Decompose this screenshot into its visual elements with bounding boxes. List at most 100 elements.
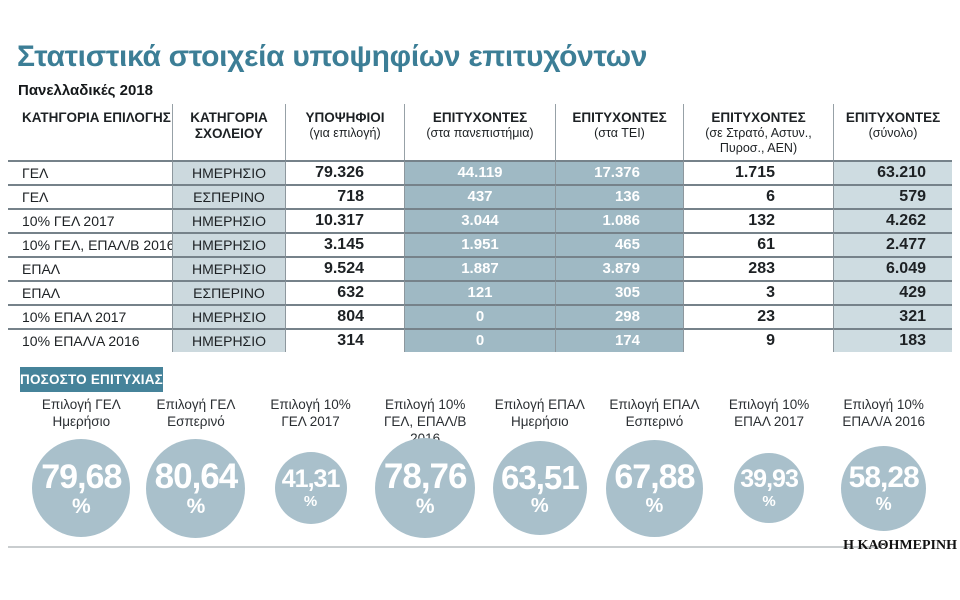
table-cell-r4-c2: 9.524 [285,256,404,280]
table-cell-r0-c5: 1.715 [683,160,833,184]
table-cell-r0-c0: ΓΕΛ [8,160,172,184]
success-item-label: Επιλογή 10% ΕΠΑΛ/Α 2016 [842,397,925,429]
percent-sign: % [71,494,91,518]
table-cell-r4-c5: 283 [683,256,833,280]
table-cell-r3-c0: 10% ΓΕΛ, ΕΠΑΛ/Β 2016 [8,232,172,256]
column-header-4: ΕΠΙΤΥΧΟΝΤΕΣ (στα ΤΕΙ) [555,104,683,160]
success-item-label: Επιλογή ΕΠΑΛ Εσπερινό [609,397,700,429]
table-cell-r4-c0: ΕΠΑΛ [8,256,172,280]
success-item-3: Επιλογή 10% ΓΕΛ, ΕΠΑΛ/Β 201678,76% [368,396,483,542]
percent-sign: % [875,494,892,514]
success-circle: 39,93% [734,453,805,523]
table-cell-r0-c3: 44.119 [404,160,555,184]
column-header-title: ΕΠΙΤΥΧΟΝΤΕΣ [432,110,528,125]
table-cell-r3-c3: 1.951 [404,232,555,256]
table-cell-r6-c6: 321 [833,304,952,328]
success-value: 58,28 [848,461,920,494]
table-cell-r2-c5: 132 [683,208,833,232]
success-item-2: Επιλογή 10% ΓΕΛ 2017 41,31% [253,396,368,542]
table-cell-r3-c2: 3.145 [285,232,404,256]
table-cell-r2-c2: 10.317 [285,208,404,232]
table-cell-r5-c3: 121 [404,280,555,304]
table-cell-r7-c0: 10% ΕΠΑΛ/Α 2016 [8,328,172,352]
success-value: 79,68 [41,457,122,496]
percent-sign: % [762,493,776,510]
success-value: 78,76 [383,457,468,496]
success-circle-area: 67,88% [605,434,703,542]
table-cell-r5-c4: 305 [555,280,683,304]
success-item-label: Επιλογή ΓΕΛ Εσπερινό [156,397,236,429]
table-cell-r6-c5: 23 [683,304,833,328]
table-cell-r3-c4: 465 [555,232,683,256]
success-circle: 41,31% [274,452,347,524]
table-cell-r1-c2: 718 [285,184,404,208]
table-cell-r6-c1: ΗΜΕΡΗΣΙΟ [172,304,285,328]
column-header-title: ΚΑΤΗΓΟΡΙΑ ΣΧΟΛΕΙΟΥ [190,110,268,141]
table-cell-r0-c2: 79.326 [285,160,404,184]
percent-sign: % [645,495,664,517]
table-cell-r5-c5: 3 [683,280,833,304]
footer-divider [8,546,882,548]
success-item-label: Επιλογή ΕΠΑΛ Ημερήσιο [494,397,585,429]
table-cell-r6-c3: 0 [404,304,555,328]
success-circle: 58,28% [841,445,927,531]
table-cell-r3-c1: ΗΜΕΡΗΣΙΟ [172,232,285,256]
success-value: 39,93 [740,465,799,493]
percent-sign: % [303,493,318,510]
success-circle: 78,76% [375,438,476,538]
column-header-1: ΚΑΤΗΓΟΡΙΑ ΣΧΟΛΕΙΟΥ [172,104,285,160]
column-header-title: ΕΠΙΤΥΧΟΝΤΕΣ [711,110,806,125]
table-cell-r0-c4: 17.376 [555,160,683,184]
column-header-0: ΚΑΤΗΓΟΡΙΑ ΕΠΙΛΟΓΗΣ [8,104,172,160]
success-item-label: Επιλογή 10% ΕΠΑΛ 2017 [728,397,810,429]
column-header-sub: (στα πανεπιστήμια) [426,126,534,140]
table-cell-r1-c1: ΕΣΠΕΡΙΝΟ [172,184,285,208]
page-subtitle: Πανελλαδικές 2018 [18,82,153,99]
table-cell-r2-c0: 10% ΓΕΛ 2017 [8,208,172,232]
success-circle: 63,51% [492,441,587,535]
table-cell-r7-c4: 174 [555,328,683,352]
table-cell-r4-c6: 6.049 [833,256,952,280]
success-item-0: Επιλογή ΓΕΛ Ημερήσιο 79,68% [24,396,139,542]
table-cell-r1-c3: 437 [404,184,555,208]
table-cell-r5-c1: ΕΣΠΕΡΙΝΟ [172,280,285,304]
table-cell-r2-c1: ΗΜΕΡΗΣΙΟ [172,208,285,232]
stats-table: ΚΑΤΗΓΟΡΙΑ ΕΠΙΛΟΓΗΣ ΚΑΤΗΓΟΡΙΑ ΣΧΟΛΕΙΟΥ ΥΠΟΨ… [8,104,952,352]
success-item-1: Επιλογή ΓΕΛ Εσπερινό 80,64% [139,396,254,542]
success-item-7: Επιλογή 10% ΕΠΑΛ/Α 2016 58,28% [826,396,941,542]
column-header-sub: (σύνολο) [868,126,918,140]
success-item-label: Επιλογή 10% ΓΕΛ 2017 [270,397,351,429]
success-circle-area: 79,68% [32,434,131,542]
success-item-label: Επιλογή ΓΕΛ Ημερήσιο [41,397,121,429]
table-cell-r4-c1: ΗΜΕΡΗΣΙΟ [172,256,285,280]
success-circle: 67,88% [605,439,703,537]
success-circle: 79,68% [32,439,131,537]
table-cell-r6-c4: 298 [555,304,683,328]
success-circle-area: 63,51% [492,434,587,542]
success-item-label: Επιλογή 10% ΓΕΛ, ΕΠΑΛ/Β 2016 [383,397,467,446]
column-header-title: ΕΠΙΤΥΧΟΝΤΕΣ [572,110,667,125]
success-item-4: Επιλογή ΕΠΑΛ Ημερήσιο 63,51% [483,396,598,542]
table-cell-r0-c1: ΗΜΕΡΗΣΙΟ [172,160,285,184]
table-cell-r6-c0: 10% ΕΠΑΛ 2017 [8,304,172,328]
table-cell-r4-c3: 1.887 [404,256,555,280]
column-header-title: ΚΑΤΗΓΟΡΙΑ ΕΠΙΛΟΓΗΣ [22,110,171,125]
table-cell-r3-c5: 61 [683,232,833,256]
table-cell-r6-c2: 804 [285,304,404,328]
table-cell-r0-c6: 63.210 [833,160,952,184]
column-header-sub: (για επιλογή) [309,126,381,140]
column-header-3: ΕΠΙΤΥΧΟΝΤΕΣ (στα πανεπιστήμια) [404,104,555,160]
table-cell-r3-c6: 2.477 [833,232,952,256]
column-header-6: ΕΠΙΤΥΧΟΝΤΕΣ (σύνολο) [833,104,952,160]
table-cell-r2-c4: 1.086 [555,208,683,232]
percent-sign: % [530,494,549,517]
success-circle-area: 80,64% [146,434,246,542]
success-circle-area: 39,93% [734,434,805,542]
table-cell-r1-c4: 136 [555,184,683,208]
column-header-sub: (σε Στρατό, Αστυν., Πυροσ., ΑΕΝ) [705,126,812,155]
table-cell-r5-c6: 429 [833,280,952,304]
percent-sign: % [415,495,435,518]
column-header-5: ΕΠΙΤΥΧΟΝΤΕΣ (σε Στρατό, Αστυν., Πυροσ., Α… [683,104,833,160]
column-header-title: ΥΠΟΨΗΦΙΟΙ [305,110,385,125]
